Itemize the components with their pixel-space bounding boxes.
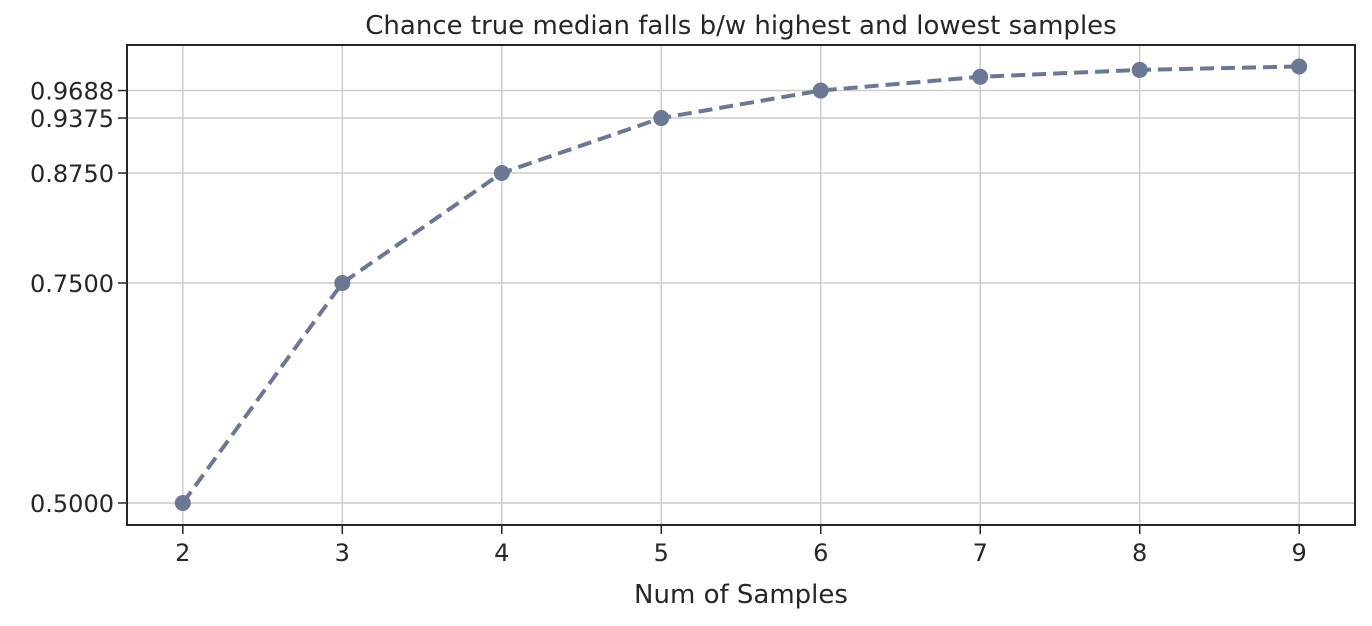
data-point [493,165,510,182]
data-point [1291,58,1308,75]
y-tick-label: 0.9375 [30,105,114,133]
data-point [812,82,829,99]
y-tick-label: 0.8750 [30,160,114,188]
x-tick-label: 8 [1132,539,1147,567]
x-tick-label: 3 [335,539,350,567]
y-tick-label: 0.5000 [30,490,114,518]
x-tick-label: 4 [494,539,509,567]
grid [127,45,1355,525]
y-tick-label: 0.7500 [30,270,114,298]
data-point [653,110,670,127]
data-point [174,495,191,512]
series [174,58,1308,512]
x-tick-label: 5 [654,539,669,567]
y-tick-label: 0.9688 [30,78,114,106]
x-axis-label: Num of Samples [634,580,848,610]
data-point [972,68,989,85]
data-point [1131,61,1148,78]
x-tick-label: 6 [813,539,828,567]
x-tick-label: 9 [1292,539,1307,567]
data-point [334,275,351,292]
series-line [181,64,1300,505]
x-tick-label: 2 [175,539,190,567]
plot-frame [126,44,1356,526]
chart-title: Chance true median falls b/w highest and… [365,11,1116,41]
x-tick-label: 7 [973,539,988,567]
